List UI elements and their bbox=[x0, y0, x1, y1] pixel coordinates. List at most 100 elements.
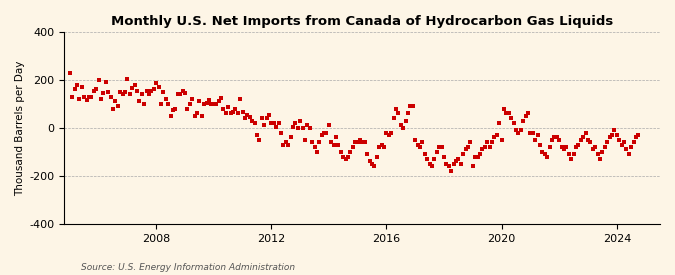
Point bbox=[206, 102, 217, 106]
Point bbox=[90, 87, 101, 92]
Point bbox=[189, 114, 200, 118]
Point bbox=[604, 135, 615, 140]
Point bbox=[331, 135, 342, 140]
Point bbox=[364, 159, 375, 164]
Point bbox=[564, 152, 574, 156]
Point bbox=[161, 97, 171, 101]
Point bbox=[583, 138, 593, 142]
Point bbox=[172, 92, 183, 97]
Point bbox=[132, 89, 142, 93]
Point bbox=[321, 130, 332, 135]
Point bbox=[357, 140, 368, 144]
Point bbox=[376, 142, 387, 147]
Point bbox=[211, 102, 221, 106]
Point bbox=[165, 114, 176, 118]
Point bbox=[300, 138, 310, 142]
Point bbox=[539, 152, 550, 156]
Point bbox=[317, 133, 327, 137]
Point bbox=[122, 76, 133, 81]
Point bbox=[462, 145, 473, 149]
Point bbox=[285, 135, 296, 140]
Point bbox=[551, 135, 562, 140]
Point bbox=[163, 102, 173, 106]
Point bbox=[151, 81, 161, 86]
Point bbox=[278, 142, 289, 147]
Point bbox=[124, 92, 135, 97]
Point bbox=[599, 145, 610, 149]
Point bbox=[98, 91, 109, 95]
Point bbox=[530, 138, 541, 142]
Point bbox=[177, 89, 188, 93]
Point bbox=[134, 99, 144, 104]
Point bbox=[175, 92, 186, 97]
Point bbox=[609, 128, 620, 133]
Point bbox=[383, 133, 394, 137]
Point bbox=[518, 119, 529, 123]
Point bbox=[614, 138, 624, 142]
Point bbox=[559, 147, 570, 152]
Point bbox=[79, 95, 90, 99]
Point bbox=[306, 140, 317, 144]
Point bbox=[499, 106, 510, 111]
Point bbox=[465, 140, 476, 144]
Point bbox=[398, 126, 408, 130]
Point bbox=[158, 90, 169, 94]
Point bbox=[516, 128, 526, 133]
Point bbox=[590, 145, 601, 149]
Point bbox=[525, 130, 536, 135]
Point bbox=[288, 125, 298, 129]
Point bbox=[381, 130, 392, 135]
Point bbox=[223, 105, 234, 110]
Point bbox=[624, 152, 634, 156]
Point bbox=[261, 116, 272, 120]
Point bbox=[314, 140, 325, 144]
Point bbox=[235, 97, 246, 101]
Point bbox=[522, 111, 533, 116]
Point bbox=[182, 106, 193, 111]
Point bbox=[453, 157, 464, 161]
Point bbox=[482, 140, 493, 144]
Point bbox=[218, 106, 229, 111]
Point bbox=[180, 91, 190, 95]
Point bbox=[612, 133, 622, 137]
Point bbox=[275, 130, 286, 135]
Point bbox=[127, 86, 138, 90]
Point bbox=[196, 114, 207, 118]
Point bbox=[578, 135, 589, 140]
Point bbox=[170, 106, 181, 111]
Point bbox=[532, 133, 543, 137]
Point bbox=[323, 123, 334, 128]
Point bbox=[439, 155, 450, 159]
Point bbox=[549, 135, 560, 140]
Point bbox=[155, 102, 166, 106]
Point bbox=[76, 85, 87, 89]
Y-axis label: Thousand Barrels per Day: Thousand Barrels per Day bbox=[15, 60, 25, 196]
Point bbox=[405, 104, 416, 108]
Point bbox=[93, 78, 104, 82]
Point bbox=[209, 102, 219, 106]
Point bbox=[81, 98, 92, 103]
Point bbox=[115, 90, 126, 94]
Point bbox=[84, 95, 95, 99]
Point bbox=[501, 111, 512, 116]
Point bbox=[487, 140, 497, 144]
Point bbox=[192, 111, 202, 116]
Point bbox=[244, 115, 255, 119]
Point bbox=[410, 138, 421, 142]
Point bbox=[369, 164, 380, 168]
Point bbox=[319, 130, 329, 135]
Point bbox=[374, 145, 385, 149]
Point bbox=[227, 110, 238, 114]
Point bbox=[146, 89, 157, 93]
Point bbox=[484, 145, 495, 149]
Point bbox=[393, 111, 404, 116]
Point bbox=[595, 157, 605, 161]
Point bbox=[633, 133, 644, 137]
Point bbox=[425, 162, 435, 166]
Point bbox=[443, 164, 454, 168]
Point bbox=[371, 155, 382, 159]
Point bbox=[187, 97, 198, 101]
Point bbox=[220, 111, 231, 116]
Point bbox=[621, 147, 632, 152]
Point bbox=[400, 119, 411, 123]
